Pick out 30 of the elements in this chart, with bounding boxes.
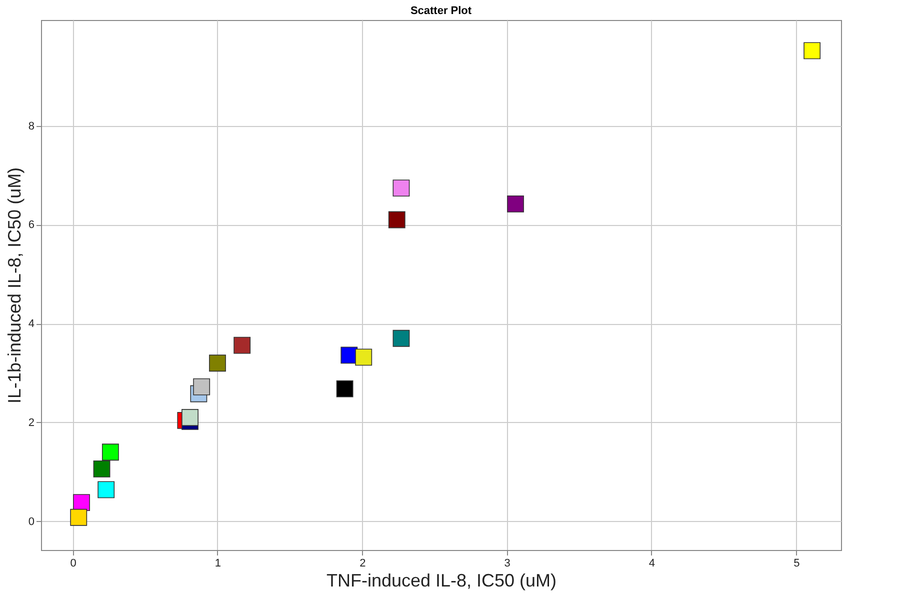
point [93, 460, 110, 478]
y-tick-label: 0 [28, 516, 34, 528]
point [73, 494, 90, 511]
point [804, 42, 821, 60]
x-tick-label: 3 [504, 558, 510, 570]
point [102, 444, 119, 461]
point [392, 180, 410, 197]
y-tick-label: 4 [28, 318, 34, 330]
x-tick-label: 2 [360, 558, 366, 570]
y-axis-title: IL-1b-induced IL-8, IC50 (uM) [4, 167, 24, 404]
x-axis-title: TNF-induced IL-8, IC50 (uM) [326, 570, 557, 590]
point [507, 195, 524, 212]
x-tick-label: 4 [648, 558, 656, 570]
x-tick-label: 1 [214, 558, 222, 570]
point [388, 211, 406, 228]
chart-title: Scatter Plot [410, 5, 472, 17]
point [70, 508, 88, 526]
point [209, 354, 226, 372]
point [392, 330, 410, 347]
y-tick-label: 8 [28, 120, 34, 132]
point [182, 409, 198, 426]
y-tick-label: 6 [28, 219, 34, 232]
point [98, 481, 115, 498]
point [336, 380, 354, 398]
point [234, 336, 251, 354]
point [193, 378, 210, 396]
y-tick-label: 2 [28, 416, 34, 429]
x-tick-label: 0 [70, 558, 76, 570]
point [355, 348, 372, 366]
x-tick-label: 5 [794, 558, 800, 570]
